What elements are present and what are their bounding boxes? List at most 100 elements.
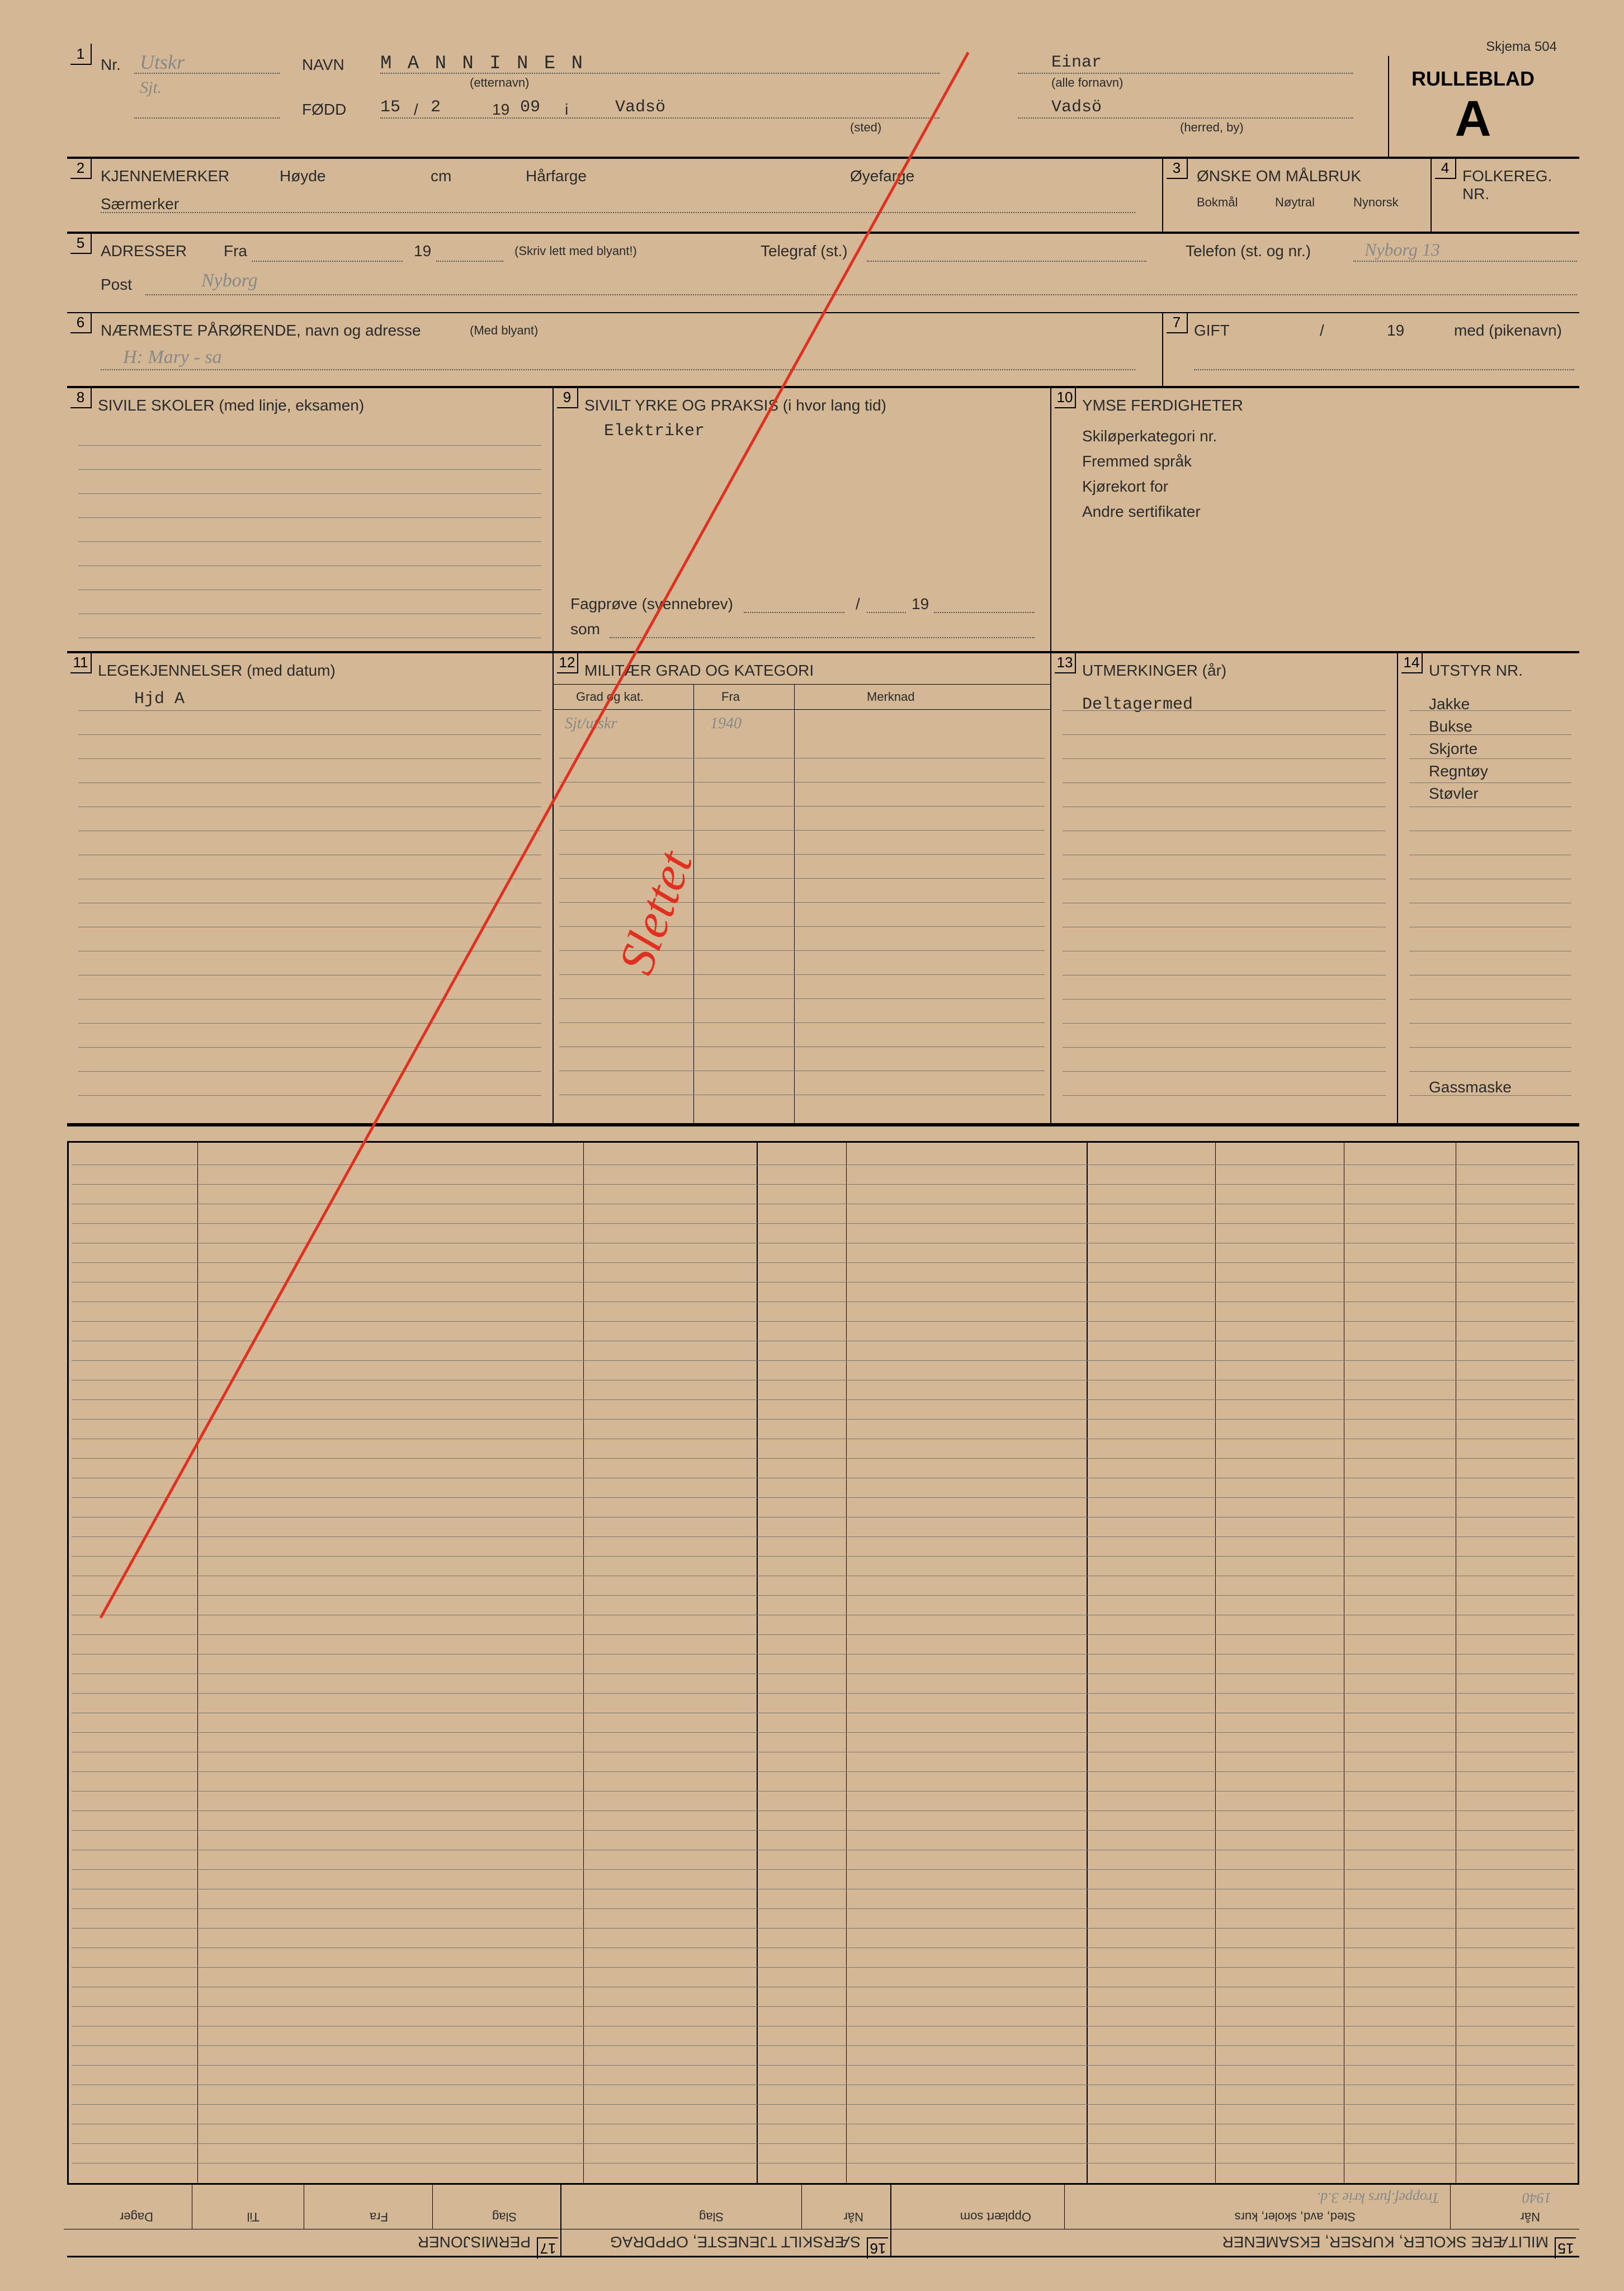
section-10: 10 YMSE FERDIGHETER Skiløperkategori nr.… [1051, 388, 1583, 651]
rulleblad-title: RULLEBLAD [1389, 67, 1557, 91]
fra-label: Fra [224, 242, 247, 260]
saerskilt-label: SÆRSKILT TJENESTE, OPPDRAG [610, 2233, 861, 2251]
box-number-13: 13 [1055, 652, 1076, 673]
herred-sub: (herred, by) [1180, 120, 1244, 135]
etternavn-value: M A N N I N E N [380, 53, 585, 74]
fodd-label: FØDD [302, 101, 346, 119]
ymse-item-0: Skiløperkategori nr. [1082, 427, 1217, 445]
kjennemerker-label: KJENNEMERKER [101, 167, 229, 185]
navn-label: NAVN [302, 56, 344, 74]
ymse-item-3: Andre sertifikater [1082, 503, 1201, 521]
section-3: 3 ØNSKE OM MÅLBRUK Bokmål Nøytral Nynors… [1163, 159, 1432, 232]
box-number-15: 15 [1555, 2237, 1576, 2259]
box-number-17: 17 [537, 2237, 558, 2259]
permisjoner-label: PERMISJONER [418, 2233, 531, 2251]
section-13: 13 UTMERKINGER (år) Deltagermed [1051, 653, 1398, 1123]
section-7: 7 GIFT / 19 med (pikenavn) [1163, 313, 1583, 386]
sec17-til: Til [247, 2209, 259, 2224]
legekjennelser-label: LEGEKJENNELSER (med datum) [98, 662, 336, 680]
sivilt-yrke-value: Elektriker [604, 422, 705, 441]
fodd-month: 2 [431, 98, 441, 117]
sec17-dager: Dager [120, 2209, 153, 2224]
section-14: 14 UTSTYR NR. Jakke Bukse Skjorte Regntø… [1398, 653, 1583, 1123]
sivilt-yrke-label: SIVILT YRKE OG PRAKSIS (i hvor lang tid) [584, 397, 886, 414]
section-9: 9 SIVILT YRKE OG PRAKSIS (i hvor lang ti… [554, 388, 1051, 651]
telegraf-label: Telegraf (st.) [761, 242, 848, 260]
post-value: Nyborg [201, 270, 258, 291]
saermerker-label: Særmerker [101, 195, 179, 213]
bottom-grid [67, 1141, 1579, 2185]
fodd-day: 15 [380, 98, 400, 117]
section-6: 6 NÆRMESTE PÅRØRENDE, navn og adresse (M… [67, 313, 1163, 386]
cm-label: cm [431, 167, 451, 185]
sted-sub: (sted) [850, 120, 881, 135]
nineteen-5: 19 [414, 242, 431, 260]
grad-col-1: Fra [721, 690, 740, 704]
telefon-value: Nyborg 13 [1365, 239, 1440, 260]
gift-med: med (pikenavn) [1454, 322, 1562, 340]
telefon-label: Telefon (st. og nr.) [1186, 242, 1311, 260]
box-number-5: 5 [70, 233, 92, 254]
section-2: 2 KJENNEMERKER Høyde cm Hårfarge Øyefarg… [67, 159, 1163, 232]
skjema-number: Skjema 504 [1486, 39, 1557, 55]
section-4: 4 FOLKEREG. NR. [1432, 159, 1583, 232]
page: Skjema 504 RULLEBLAD A 1 Nr. Utskr Sjt. … [0, 0, 1624, 2291]
hoyde-label: Høyde [280, 167, 325, 185]
sec15-sted: Sted, avd, skoler, kurs [1235, 2209, 1356, 2224]
box-number-6: 6 [70, 312, 92, 333]
oyefarge-label: Øyefarge [850, 167, 914, 185]
box-number-14: 14 [1401, 652, 1423, 673]
parorende-sub: (Med blyant) [470, 323, 538, 338]
folkereg-label: FOLKEREG. NR. [1462, 167, 1583, 203]
sec16-slag: Slag [699, 2209, 724, 2224]
parorende-value: H: Mary - sa [123, 347, 222, 368]
section-11: 11 LEGEKJENNELSER (med datum) Hjd A [67, 653, 554, 1123]
ymse-item-1: Fremmed språk [1082, 452, 1192, 470]
fagprove-19: 19 [912, 595, 929, 613]
fodd-i: i [565, 101, 568, 119]
section-8: 8 SIVILE SKOLER (med linje, eksamen) [67, 388, 554, 651]
herred-value: Vadsö [1051, 98, 1102, 117]
form-card: Skjema 504 RULLEBLAD A 1 Nr. Utskr Sjt. … [67, 34, 1579, 2257]
box-number-11: 11 [70, 652, 92, 673]
adresser-label: ADRESSER [101, 242, 187, 260]
sted-value: Vadsö [615, 98, 665, 117]
nr-value: Utskr [140, 50, 185, 74]
box-number-10: 10 [1055, 387, 1076, 408]
bottom-header-flipped: 15 MILITÆRE SKOLER, KURSER, EKSAMENER Nå… [67, 2185, 1579, 2257]
gift-slash: / [1320, 322, 1324, 340]
militaer-grad-label: MILITÆR GRAD OG KATEGORI [584, 662, 814, 680]
ymse-item-2: Kjørekort for [1082, 478, 1168, 496]
fornavn-value: Einar [1051, 53, 1102, 72]
grad-col-2: Merknad [867, 690, 915, 704]
militaere-skoler-label: MILITÆRE SKOLER, KURSER, EKSAMENER [1222, 2233, 1549, 2251]
noytral-label: Nøytral [1275, 195, 1315, 210]
bokmal-label: Bokmål [1197, 195, 1238, 210]
fodd-year: 09 [520, 98, 540, 117]
skriv-label: (Skriv lett med blyant!) [514, 244, 637, 258]
grad-row-fra: 1940 [710, 715, 742, 733]
fodd-year-prefix: 19 [492, 101, 509, 119]
box-number-12: 12 [557, 652, 578, 673]
sec17-slag: Slag [492, 2209, 517, 2224]
gift-label: GIFT [1194, 322, 1230, 340]
section-5: 5 ADRESSER Fra 19 (Skriv lett med blyant… [67, 234, 1579, 312]
nynorsk-label: Nynorsk [1353, 195, 1399, 210]
box-number-9: 9 [557, 387, 578, 408]
box-number-2: 2 [70, 158, 92, 179]
header-section: 1 Nr. Utskr Sjt. NAVN M A N N I N E N (e… [67, 45, 1381, 157]
box-number-3: 3 [1167, 158, 1188, 179]
gift-19: 19 [1387, 322, 1404, 340]
fagprove-slash: / [856, 595, 860, 613]
utmerkinger-label: UTMERKINGER (år) [1082, 662, 1226, 680]
fornavn-sub: (alle fornavn) [1051, 76, 1123, 90]
box-number-4: 4 [1435, 158, 1456, 179]
parorende-label: NÆRMESTE PÅRØRENDE, navn og adresse [101, 322, 421, 340]
rulleblad-letter: A [1389, 91, 1557, 148]
sec15-opp: Opplært som [960, 2209, 1031, 2224]
fagprove-label: Fagprøve (svennebrev) [570, 595, 733, 613]
sec17-fra: Fra [370, 2209, 388, 2224]
som-label: som [570, 620, 600, 638]
harfarge-label: Hårfarge [526, 167, 587, 185]
sub-value: Sjt. [140, 78, 162, 97]
